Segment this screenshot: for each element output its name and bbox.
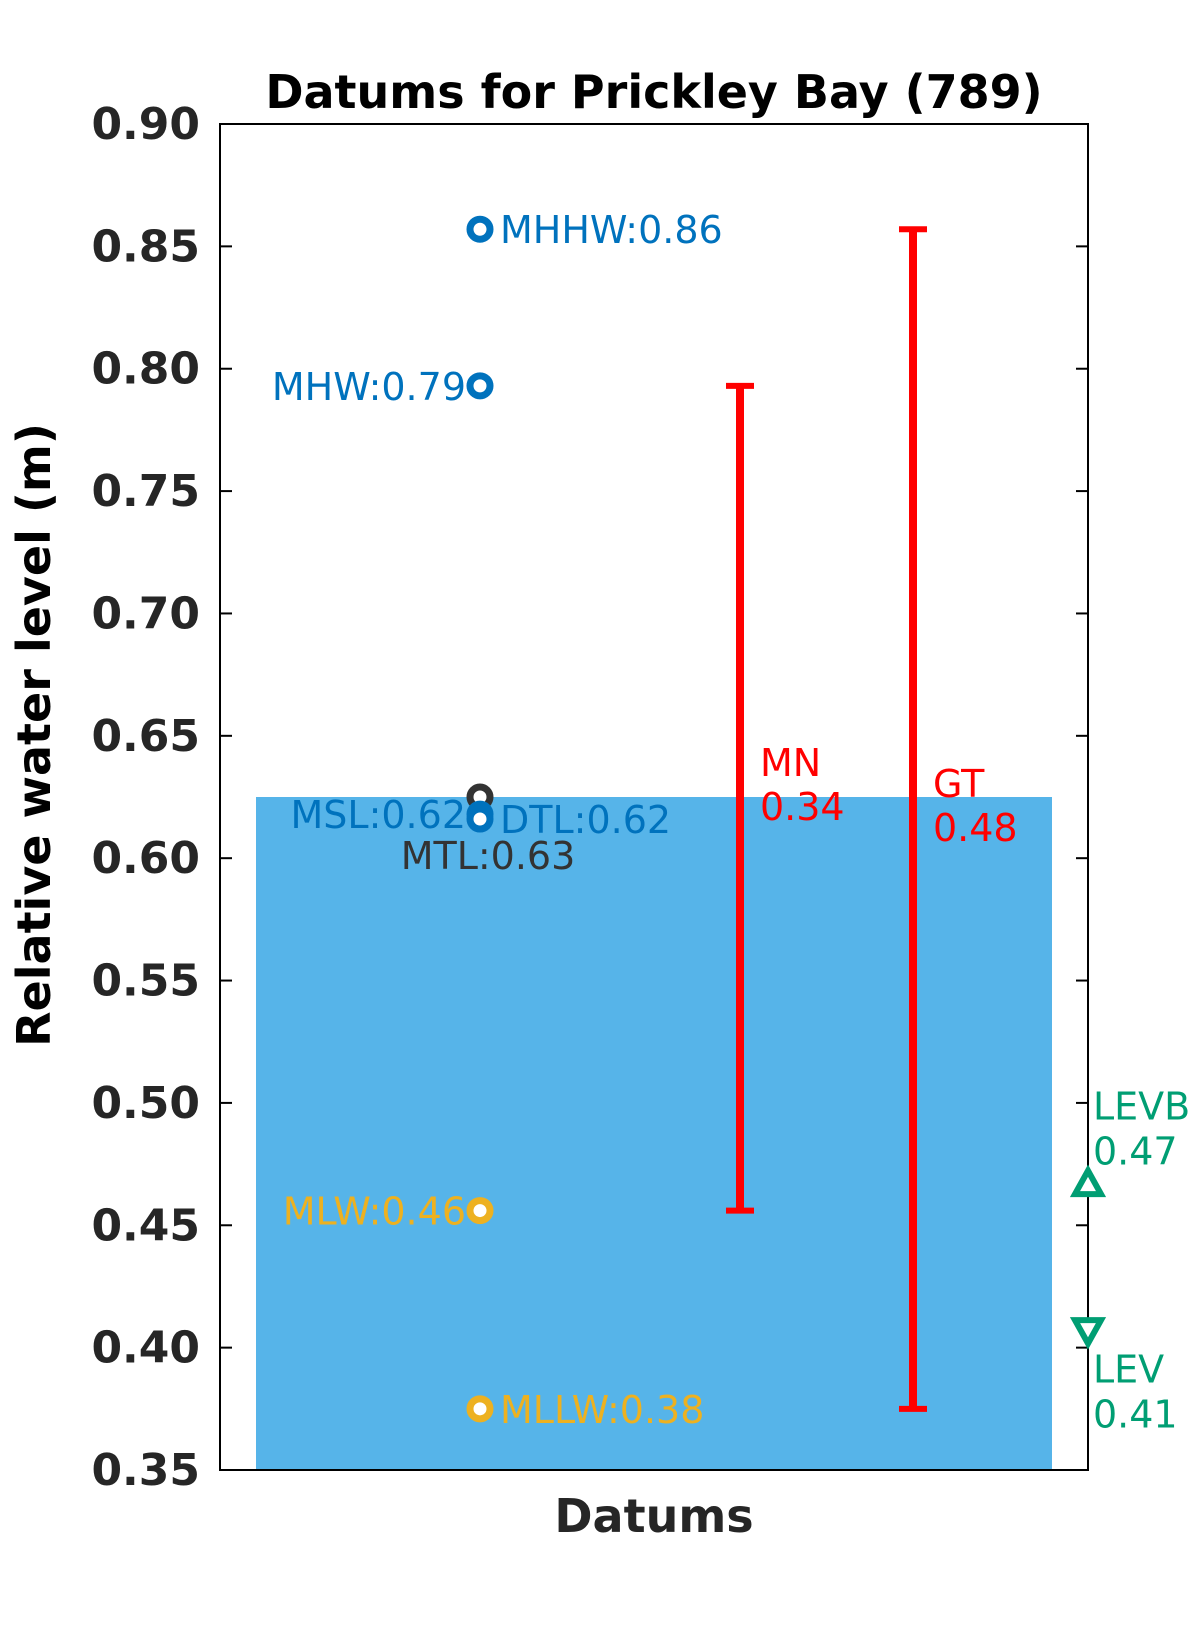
y-tick-label: 0.85 (91, 221, 200, 272)
chart-title: Datums for Prickley Bay (789) (265, 65, 1042, 119)
mn-label-value: 0.34 (760, 785, 845, 829)
lev-marker (1069, 1317, 1107, 1350)
mean-level-bar (256, 797, 1052, 1470)
mlw-marker (466, 1197, 494, 1225)
levb-marker (1069, 1164, 1107, 1198)
gt-label-name: GT (933, 762, 985, 806)
y-axis-label: Relative water level (m) (7, 423, 61, 1047)
y-tick-label: 0.55 (91, 956, 200, 1007)
y-tick-label: 0.90 (91, 99, 200, 150)
mlw-label: MLW:0.46 (283, 1190, 466, 1234)
lev-label-name: LEV (1093, 1348, 1164, 1392)
y-tick-label: 0.45 (91, 1200, 200, 1251)
mhhw-label: MHHW:0.86 (500, 208, 723, 252)
mtl-label: MTL:0.63 (401, 834, 576, 878)
y-tick-label: 0.75 (91, 466, 200, 517)
x-axis-label: Datums (554, 1489, 753, 1543)
mhw-label: MHW:0.79 (272, 365, 466, 409)
plot-area: 0.35 0.40 0.45 0.50 0.55 0.60 0.65 0.70 0.75 0.80… (91, 99, 1190, 1496)
levb-label-value: 0.47 (1093, 1130, 1178, 1174)
mllw-marker (466, 1395, 494, 1423)
y-tick-label: 0.65 (91, 711, 200, 762)
mn-label-name: MN (760, 741, 821, 785)
lev-label-value: 0.41 (1093, 1393, 1178, 1437)
gt-label-value: 0.48 (933, 806, 1018, 850)
dtl-marker (466, 805, 494, 833)
y-tick-label: 0.40 (91, 1323, 200, 1374)
y-tick-label: 0.60 (91, 833, 200, 884)
y-tick-label: 0.50 (91, 1078, 200, 1129)
dtl-label: DTL:0.62 (500, 798, 671, 842)
y-tick-label: 0.80 (91, 344, 200, 395)
mhw-marker (466, 372, 494, 400)
mhhw-marker (466, 215, 494, 243)
plot-frame (219, 123, 1089, 1471)
msl-label: MSL:0.62 (291, 793, 467, 837)
y-tick-label: 0.70 (91, 588, 200, 639)
mllw-label: MLLW:0.38 (500, 1388, 704, 1432)
levb-label-name: LEVB (1093, 1085, 1190, 1129)
y-tick-label: 0.35 (91, 1445, 200, 1496)
